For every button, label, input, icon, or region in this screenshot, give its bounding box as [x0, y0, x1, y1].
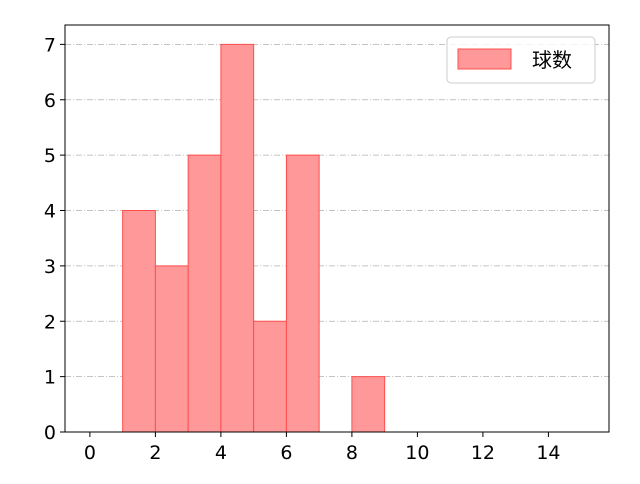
- histogram-bar: [154, 265, 189, 433]
- x-tick-label: 4: [215, 442, 227, 464]
- legend-swatch: [457, 48, 512, 70]
- y-tick-label: 5: [44, 145, 56, 167]
- legend-label: 球数: [532, 48, 572, 72]
- y-tick-label: 6: [44, 90, 56, 112]
- histogram-bar: [351, 376, 386, 433]
- y-tick-label: 1: [44, 367, 56, 389]
- y-axis: 0 1 2 3 4 5 6 7: [44, 34, 65, 444]
- x-tick-label: 14: [536, 442, 560, 464]
- y-tick-label: 4: [44, 201, 56, 223]
- y-tick-label: 0: [44, 422, 56, 444]
- histogram-bar: [220, 43, 255, 433]
- y-tick-label: 7: [44, 34, 56, 56]
- y-tick-label: 3: [44, 256, 56, 278]
- x-axis: 0 2 4 6 8 10 12 14: [84, 432, 561, 464]
- histogram-bar: [285, 154, 320, 433]
- x-tick-label: 0: [84, 442, 96, 464]
- x-tick-label: 2: [149, 442, 161, 464]
- histogram-bar: [122, 210, 156, 433]
- legend: 球数: [446, 36, 596, 84]
- histogram-bar: [187, 154, 222, 433]
- bars: [122, 43, 386, 433]
- plot-frame: [64, 24, 610, 433]
- histogram-bar: [253, 320, 287, 433]
- x-tick-label: 12: [471, 442, 495, 464]
- x-tick-label: 8: [346, 442, 358, 464]
- x-tick-label: 10: [405, 442, 429, 464]
- x-tick-label: 6: [280, 442, 292, 464]
- y-tick-label: 2: [44, 311, 56, 333]
